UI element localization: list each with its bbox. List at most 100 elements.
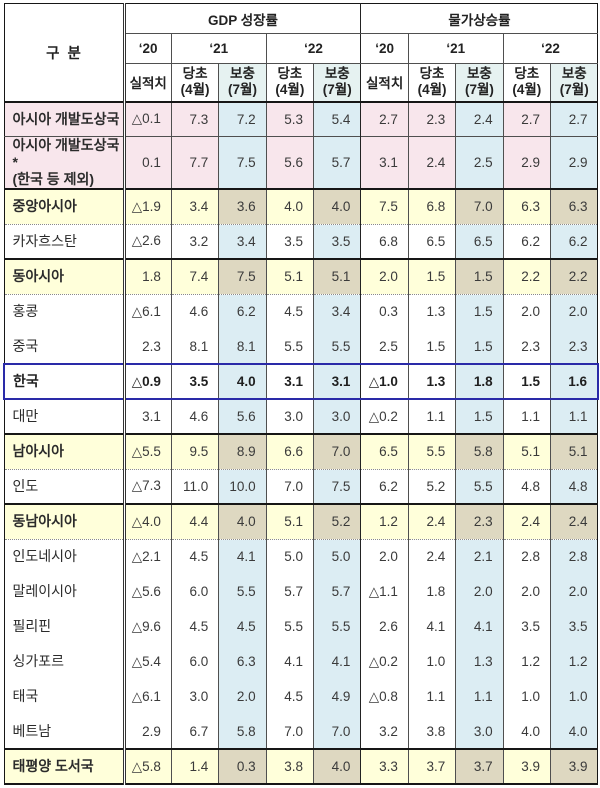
value-cell: △6.1 — [123, 679, 172, 714]
value-cell: 6.5 — [360, 433, 409, 469]
table-row-india: 인도 △7.3 11.0 10.0 7.0 7.5 6.2 5.2 5.5 4.8 4.8 — [4, 468, 598, 504]
value-cell: 4.8 — [502, 468, 551, 504]
value-cell: 3.0 — [265, 399, 314, 434]
table-row-china: 중국 2.3 8.1 8.1 5.5 5.5 2.5 1.5 1.5 2.3 2.3 — [4, 329, 598, 364]
table-row-kazakhstan: 카자흐스탄 △2.6 3.2 3.4 3.5 3.5 6.8 6.5 6.5 6.2 6.2 — [4, 223, 598, 259]
value-cell: 6.2 — [218, 293, 267, 329]
header-initial-apr-gdp21: 당초 (4월) — [170, 63, 219, 103]
value-cell: 2.0 — [360, 538, 409, 574]
value-cell: 4.4 — [170, 503, 219, 539]
value-cell: 6.3 — [550, 188, 598, 224]
value-cell: 5.5 — [218, 574, 267, 609]
value-cell: 4.6 — [170, 399, 219, 434]
row-label-taiwan: 대만 — [4, 399, 126, 434]
value-cell: △7.3 — [123, 468, 172, 504]
value-cell: 7.0 — [313, 433, 361, 469]
row-label-thailand: 태국 — [4, 679, 126, 714]
value-cell: 2.3 — [550, 329, 598, 364]
value-cell: 6.3 — [502, 188, 551, 224]
header-year-22-cpi: ‘22 — [502, 33, 598, 64]
header-row-years: ‘20 ‘21 ‘22 ‘20 ‘21 ‘22 — [4, 33, 598, 64]
value-cell: △4.0 — [123, 503, 172, 539]
value-cell: 7.0 — [265, 468, 314, 504]
value-cell: 8.1 — [218, 329, 267, 364]
value-cell: 5.5 — [265, 609, 314, 644]
row-label-south-asia: 남아시아 — [4, 433, 126, 469]
value-cell: 7.0 — [265, 714, 314, 749]
value-cell: 1.2 — [502, 644, 551, 679]
value-cell: 2.4 — [407, 136, 456, 189]
header-year-21-cpi: ‘21 — [407, 33, 504, 64]
value-cell: 2.0 — [502, 293, 551, 329]
value-cell: 5.5 — [265, 329, 314, 364]
value-cell: 5.5 — [313, 329, 361, 364]
value-cell: 2.4 — [550, 503, 598, 539]
value-cell: 8.9 — [218, 433, 267, 469]
value-cell: △6.1 — [123, 293, 172, 329]
value-cell: 2.0 — [550, 293, 598, 329]
value-cell: 1.0 — [502, 679, 551, 714]
value-cell: 2.7 — [502, 101, 551, 137]
value-cell: 1.8 — [123, 258, 172, 294]
value-cell: 4.0 — [502, 714, 551, 749]
value-cell: 3.0 — [313, 399, 361, 434]
value-cell: 4.8 — [550, 468, 598, 504]
row-label-southeast-asia: 동남아시아 — [4, 503, 126, 539]
row-label-india: 인도 — [4, 468, 126, 504]
table-row-vietnam: 베트남 2.9 6.7 5.8 7.0 7.0 3.2 3.8 3.0 4.0 4.0 — [4, 714, 598, 749]
value-cell: 6.7 — [170, 714, 219, 749]
value-cell: 4.5 — [265, 293, 314, 329]
row-label-indonesia: 인도네시아 — [4, 538, 126, 574]
value-cell: △0.8 — [360, 679, 409, 714]
value-cell: 5.4 — [313, 101, 361, 137]
table-row-east-asia: 동아시아 1.8 7.4 7.5 5.1 5.1 2.0 1.5 1.5 2.2 2.2 — [4, 258, 598, 294]
value-cell: 5.1 — [265, 503, 314, 539]
value-cell: 1.2 — [550, 644, 598, 679]
value-cell: 4.5 — [170, 609, 219, 644]
value-cell: △1.9 — [123, 188, 172, 224]
value-cell: 4.0 — [313, 748, 361, 785]
value-cell: 2.4 — [407, 503, 456, 539]
header-revised-jul-cpi21: 보충 (7월) — [455, 63, 504, 103]
value-cell: 5.7 — [313, 136, 361, 189]
value-cell: 6.6 — [265, 433, 314, 469]
value-cell: 1.5 — [455, 258, 504, 294]
value-cell: 2.2 — [502, 258, 551, 294]
header-row-subs: 실적치 당초 (4월) 보충 (7월) 당초 (4월) 보충 (7월) 실적치 당초 (4… — [4, 63, 598, 103]
value-cell: 5.5 — [407, 433, 456, 469]
value-cell: 6.2 — [360, 468, 409, 504]
value-cell: 7.4 — [170, 258, 219, 294]
table-row-singapore: 싱가포르 △5.4 6.0 6.3 4.1 4.1 △0.2 1.0 1.3 1.2 1.2 — [4, 644, 598, 679]
value-cell: 6.2 — [502, 223, 551, 259]
value-cell: 6.0 — [170, 574, 219, 609]
table-row-south-asia: 남아시아 △5.5 9.5 8.9 6.6 7.0 6.5 5.5 5.8 5.1 5.1 — [4, 433, 598, 469]
value-cell: 1.1 — [502, 399, 551, 434]
value-cell: 3.7 — [407, 748, 456, 785]
value-cell: 3.5 — [550, 609, 598, 644]
value-cell: 4.0 — [550, 714, 598, 749]
value-cell: 6.2 — [550, 223, 598, 259]
header-revised-jul-gdp22: 보충 (7월) — [313, 63, 361, 103]
value-cell: 5.7 — [313, 574, 361, 609]
value-cell: 6.8 — [360, 223, 409, 259]
header-year-22-gdp: ‘22 — [265, 33, 361, 64]
value-cell: 3.6 — [218, 188, 267, 224]
value-cell: 1.5 — [455, 293, 504, 329]
value-cell: 1.1 — [550, 399, 598, 434]
value-cell: 3.5 — [502, 609, 551, 644]
value-cell: 5.6 — [218, 399, 267, 434]
value-cell: 5.2 — [407, 468, 456, 504]
value-cell: △0.9 — [123, 363, 172, 400]
value-cell: 3.2 — [170, 223, 219, 259]
header-initial-apr-gdp22: 당초 (4월) — [265, 63, 314, 103]
row-label-east-asia: 동아시아 — [4, 258, 126, 294]
row-label-kazakhstan: 카자흐스탄 — [4, 223, 126, 259]
value-cell: 2.9 — [550, 136, 598, 189]
value-cell: 1.1 — [455, 679, 504, 714]
value-cell: △5.8 — [123, 748, 172, 785]
value-cell: 7.0 — [313, 714, 361, 749]
value-cell: 1.8 — [407, 574, 456, 609]
value-cell: 2.1 — [455, 538, 504, 574]
value-cell: △2.6 — [123, 223, 172, 259]
table-row-thailand: 태국 △6.1 3.0 2.0 4.5 4.9 △0.8 1.1 1.1 1.0 1.0 — [4, 679, 598, 714]
